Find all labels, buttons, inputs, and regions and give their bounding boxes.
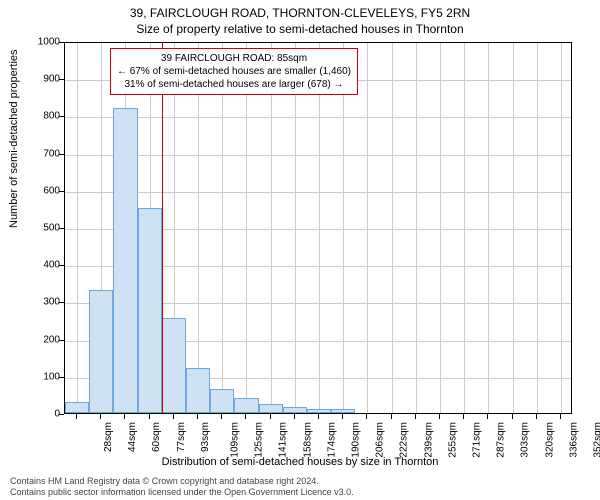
x-tick-label: 28sqm	[103, 422, 114, 452]
y-tick-label: 700	[30, 148, 60, 159]
histogram-bar	[186, 368, 210, 413]
x-tick-label: 255sqm	[448, 422, 459, 458]
x-tick-mark	[487, 414, 488, 419]
gridline-v	[295, 43, 296, 413]
gridline-v	[319, 43, 320, 413]
histogram-bar	[259, 404, 283, 413]
gridline-v	[222, 43, 223, 413]
x-tick-mark	[391, 414, 392, 419]
x-tick-mark	[149, 414, 150, 419]
gridline-v	[392, 43, 393, 413]
gridline-h	[65, 117, 571, 118]
gridline-v	[198, 43, 199, 413]
x-tick-mark	[100, 414, 101, 419]
x-tick-mark	[536, 414, 537, 419]
x-tick-label: 174sqm	[327, 422, 338, 458]
x-tick-mark	[221, 414, 222, 419]
gridline-v	[464, 43, 465, 413]
plot-area	[64, 42, 572, 414]
chart-title-main: 39, FAIRCLOUGH ROAD, THORNTON-CLEVELEYS,…	[0, 6, 600, 20]
gridline-v	[246, 43, 247, 413]
gridline-h	[65, 155, 571, 156]
x-tick-mark	[342, 414, 343, 419]
y-tick-label: 0	[30, 409, 60, 420]
footer-attribution: Contains HM Land Registry data © Crown c…	[10, 476, 354, 498]
x-tick-label: 239sqm	[424, 422, 435, 458]
histogram-bar	[89, 290, 113, 413]
x-tick-mark	[197, 414, 198, 419]
x-tick-label: 109sqm	[230, 422, 241, 458]
x-tick-mark	[318, 414, 319, 419]
x-tick-mark	[366, 414, 367, 419]
x-tick-label: 158sqm	[303, 422, 314, 458]
x-tick-label: 352sqm	[593, 422, 600, 458]
y-tick-label: 300	[30, 297, 60, 308]
x-tick-label: 336sqm	[569, 422, 580, 458]
histogram-bar	[210, 389, 234, 413]
x-tick-label: 303sqm	[519, 422, 530, 458]
histogram-bar	[331, 409, 355, 413]
histogram-bar	[307, 409, 331, 413]
chart-title-sub: Size of property relative to semi-detach…	[0, 22, 600, 36]
gridline-v	[77, 43, 78, 413]
x-tick-label: 93sqm	[200, 422, 211, 452]
x-tick-mark	[560, 414, 561, 419]
x-tick-label: 271sqm	[472, 422, 483, 458]
x-tick-label: 44sqm	[127, 422, 138, 452]
gridline-v	[343, 43, 344, 413]
gridline-v	[561, 43, 562, 413]
x-tick-mark	[439, 414, 440, 419]
x-tick-label: 190sqm	[351, 422, 362, 458]
gridline-v	[367, 43, 368, 413]
gridline-v	[488, 43, 489, 413]
y-tick-label: 1000	[30, 37, 60, 48]
gridline-v	[537, 43, 538, 413]
y-tick-label: 400	[30, 260, 60, 271]
marker-line	[162, 43, 163, 413]
y-tick-label: 800	[30, 111, 60, 122]
gridline-h	[65, 192, 571, 193]
histogram-bar	[113, 108, 138, 413]
histogram-bar	[65, 402, 89, 413]
x-tick-mark	[76, 414, 77, 419]
x-tick-label: 141sqm	[277, 422, 288, 458]
annotation-line: ← 67% of semi-detached houses are smalle…	[117, 65, 351, 78]
gridline-v	[440, 43, 441, 413]
y-tick-label: 600	[30, 185, 60, 196]
histogram-bar	[162, 318, 186, 413]
footer-line-1: Contains HM Land Registry data © Crown c…	[10, 476, 354, 487]
x-tick-mark	[270, 414, 271, 419]
y-tick-label: 500	[30, 223, 60, 234]
x-tick-label: 60sqm	[151, 422, 162, 452]
chart-container: 39, FAIRCLOUGH ROAD, THORNTON-CLEVELEYS,…	[0, 0, 600, 500]
histogram-bar	[234, 398, 259, 413]
gridline-v	[271, 43, 272, 413]
x-tick-label: 206sqm	[374, 422, 385, 458]
x-tick-mark	[124, 414, 125, 419]
annotation-line: 39 FAIRCLOUGH ROAD: 85sqm	[117, 52, 351, 65]
y-tick-label: 900	[30, 74, 60, 85]
x-tick-mark	[463, 414, 464, 419]
y-axis-label: Number of semi-detached properties	[8, 49, 20, 228]
y-tick-label: 100	[30, 371, 60, 382]
gridline-v	[513, 43, 514, 413]
histogram-bar	[283, 407, 307, 413]
x-axis-label: Distribution of semi-detached houses by …	[0, 456, 600, 468]
x-tick-label: 77sqm	[176, 422, 187, 452]
y-tick-label: 200	[30, 334, 60, 345]
x-tick-label: 125sqm	[253, 422, 264, 458]
x-tick-mark	[245, 414, 246, 419]
footer-line-2: Contains public sector information licen…	[10, 487, 354, 498]
x-tick-label: 222sqm	[398, 422, 409, 458]
histogram-bar	[138, 208, 162, 413]
annotation-box: 39 FAIRCLOUGH ROAD: 85sqm← 67% of semi-d…	[110, 48, 358, 95]
x-tick-mark	[173, 414, 174, 419]
gridline-v	[416, 43, 417, 413]
x-tick-mark	[512, 414, 513, 419]
x-tick-label: 320sqm	[545, 422, 556, 458]
x-tick-mark	[294, 414, 295, 419]
x-tick-mark	[415, 414, 416, 419]
x-tick-label: 287sqm	[496, 422, 507, 458]
annotation-line: 31% of semi-detached houses are larger (…	[117, 78, 351, 91]
